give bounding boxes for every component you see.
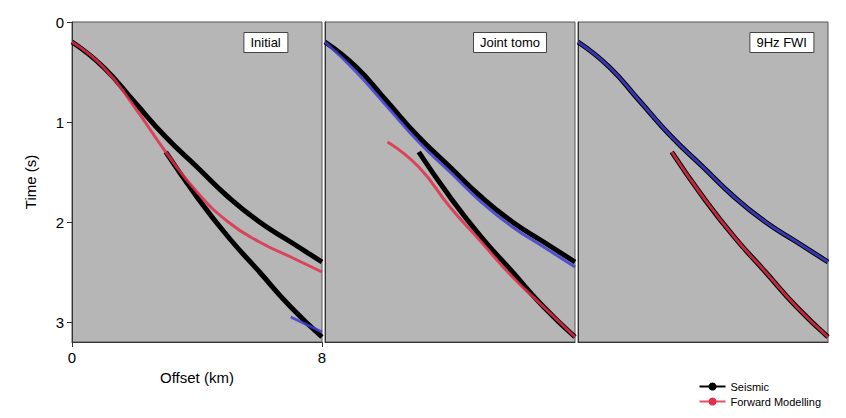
svg-text:0: 0: [56, 14, 64, 31]
svg-text:Seismic: Seismic: [731, 381, 770, 393]
svg-text:Offset (km): Offset (km): [160, 369, 234, 386]
svg-text:Joint tomo: Joint tomo: [480, 35, 540, 50]
svg-text:9Hz FWI: 9Hz FWI: [756, 35, 807, 50]
svg-text:Initial: Initial: [250, 35, 280, 50]
svg-text:1: 1: [56, 114, 64, 131]
svg-text:Forward Modelling: Forward Modelling: [731, 396, 821, 408]
svg-text:3: 3: [56, 314, 64, 331]
svg-text:Time (s): Time (s): [22, 155, 39, 209]
svg-text:8: 8: [318, 349, 326, 366]
svg-text:2: 2: [56, 214, 64, 231]
svg-text:0: 0: [68, 349, 76, 366]
